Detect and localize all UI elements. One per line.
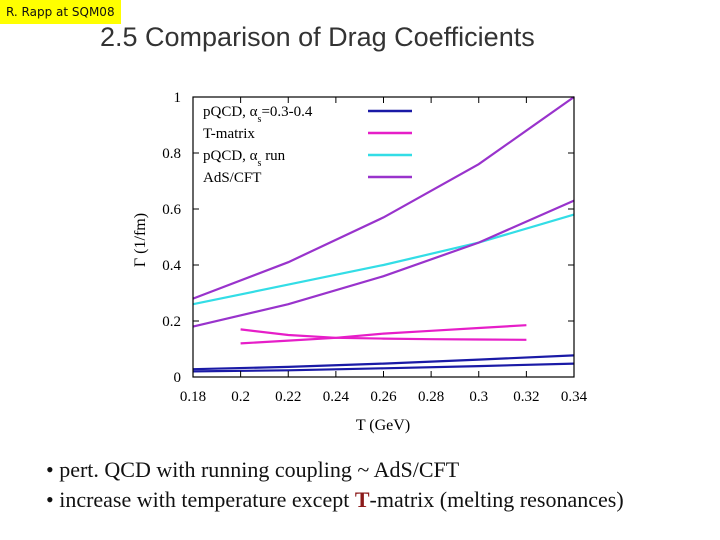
x-tick-label: 0.3 — [469, 389, 488, 405]
bullet-2: • increase with temperature except T-mat… — [46, 485, 720, 515]
bullet-2-highlight: T — [354, 487, 370, 512]
x-tick-label: 0.2 — [231, 389, 250, 405]
series-line-tmatrix — [240, 324, 527, 345]
legend-label: AdS/CFT — [203, 170, 261, 186]
legend-label: pQCD, αs run — [203, 148, 286, 169]
y-tick-label: 0.6 — [162, 202, 181, 218]
bullet-list: • pert. QCD with running coupling ~ AdS/… — [46, 455, 720, 515]
series-line-adscft — [192, 199, 575, 328]
x-tick-label: 0.26 — [370, 389, 397, 405]
y-tick-label: 0 — [174, 370, 182, 386]
y-tick-label: 0.2 — [162, 314, 181, 330]
bullet-2-prefix: • increase with temperature except — [46, 487, 355, 512]
legend-label: T-matrix — [203, 126, 255, 142]
bullet-1-prefix: • pert. QCD with running coupling ~ Ad — [46, 457, 401, 482]
series-line-tmatrix — [240, 328, 527, 341]
x-axis-label: T (GeV) — [356, 417, 410, 434]
y-tick-label: 0.8 — [162, 146, 181, 162]
x-tick-label: 0.32 — [513, 389, 539, 405]
slide-title: 2.5 Comparison of Drag Coefficients — [100, 22, 535, 52]
series-line-pqcd_run — [192, 213, 575, 306]
x-tick-label: 0.24 — [323, 389, 350, 405]
bullet-1-mid: S — [400, 457, 413, 482]
y-tick-label: 1 — [174, 90, 182, 106]
presenter-tag: R. Rapp at SQM08 — [0, 0, 121, 24]
x-tick-label: 0.22 — [275, 389, 301, 405]
bullet-1-suffix: /CFT — [412, 457, 460, 482]
x-tick-label: 0.28 — [418, 389, 444, 405]
y-axis-label: Γ (1/fm) — [132, 213, 149, 267]
y-tick-label: 0.4 — [162, 258, 181, 274]
x-tick-label: 0.34 — [561, 389, 588, 405]
bullet-2-suffix: -matrix (melting resonances) — [369, 487, 624, 512]
series-line-pqcd_fixed — [192, 354, 575, 371]
x-tick-label: 0.18 — [180, 389, 206, 405]
series-line-pqcd_fixed — [192, 362, 575, 373]
bullet-1: • pert. QCD with running coupling ~ AdS/… — [46, 455, 720, 485]
series-line-adscft — [192, 96, 575, 300]
legend-label: pQCD, αs=0.3-0.4 — [203, 104, 313, 125]
